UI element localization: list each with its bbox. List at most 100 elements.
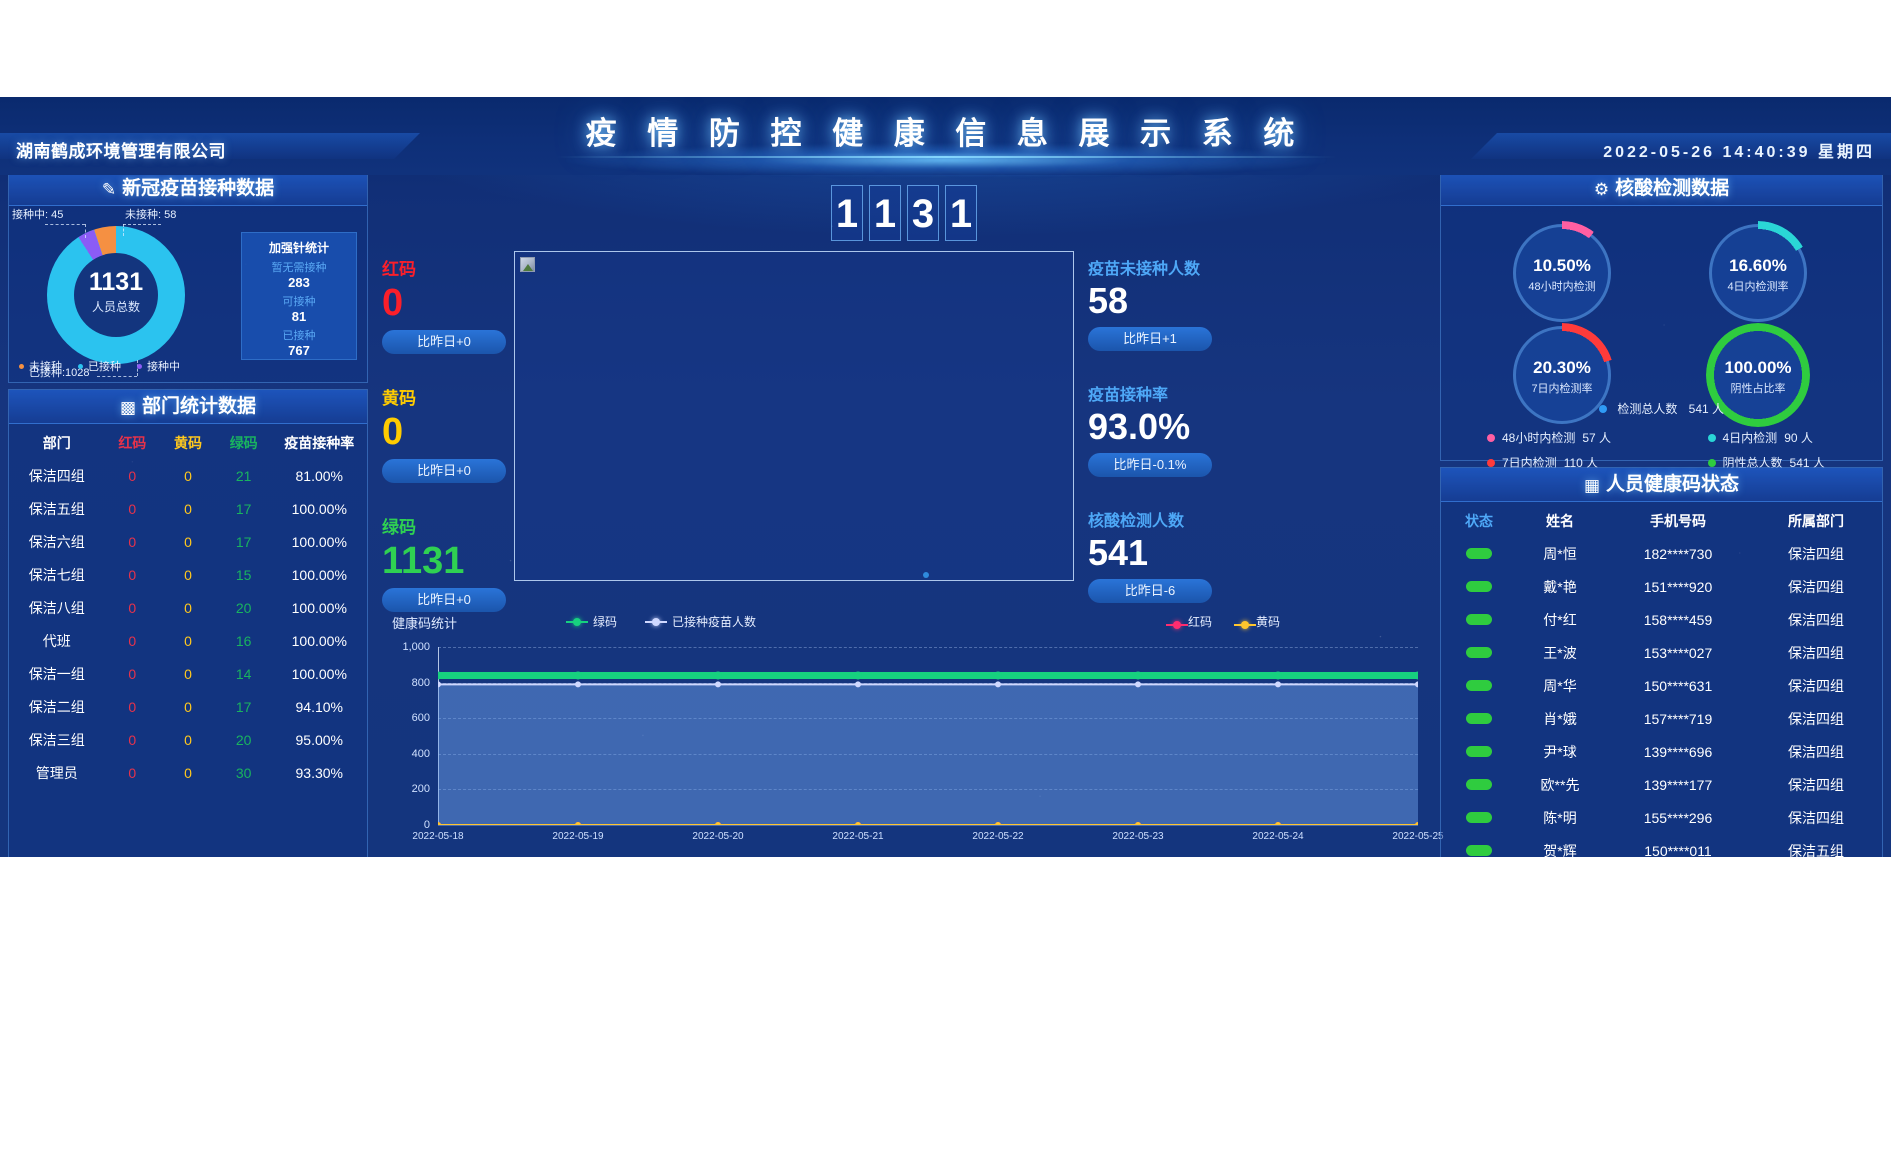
table-row[interactable]: 保洁二组 0 0 17 94.10% — [9, 690, 367, 723]
chart-y-tick-1: 200 — [411, 783, 430, 796]
table-row[interactable]: 陈*明 155****296 保洁四组 — [1441, 801, 1882, 834]
column-header-0: 部门 — [42, 434, 71, 451]
department-table: 部门 红码 黄码 绿码 疫苗接种率 保洁四组 0 0 21 81.00% 保洁五组 0 0 17 100.0… — [9, 426, 367, 789]
gauge-label-3: 阴性占比率 — [1730, 383, 1786, 395]
table-row[interactable]: 周*恒 182****730 保洁四组 — [1441, 537, 1882, 570]
column-header-2: 黄码 — [174, 434, 202, 451]
chart-series-svg — [438, 671, 1418, 825]
cell-c-red: 0 — [128, 632, 137, 649]
table-row[interactable]: 贺*辉 150****011 保洁五组 — [1441, 834, 1882, 857]
cell-c-dept: 保洁二组 — [28, 698, 85, 715]
dashboard-root: 疫 情 防 控 健 康 信 息 展 示 系 统 湖南鹤成环境管理有限公司 202… — [0, 97, 1891, 857]
booster-value-1: 81 — [291, 309, 307, 324]
header-glow-decor — [565, 143, 1326, 177]
table-row[interactable]: 王*波 153****027 保洁四组 — [1441, 636, 1882, 669]
table-row[interactable]: 保洁六组 0 0 17 100.00% — [9, 525, 367, 558]
legend-dot-total — [1598, 405, 1607, 413]
center-stat-delta-badge-0: 比昨日+1 — [1088, 327, 1212, 351]
cell-h-nm: 贺*辉 — [1543, 842, 1577, 858]
cell-c-rate: 95.00% — [295, 731, 343, 748]
table-row[interactable]: 肖*娥 157****719 保洁四组 — [1441, 702, 1882, 735]
table-row[interactable]: 管理员 0 0 30 93.30% — [9, 756, 367, 789]
chart-gridline-4 — [438, 682, 1418, 684]
table-row[interactable]: 保洁八组 0 0 20 100.00% — [9, 591, 367, 624]
chart-legend-item-1[interactable]: 已接种疫苗人数 — [645, 613, 756, 630]
cell-h-nm: 戴*艳 — [1543, 578, 1577, 595]
legend-label-vaccinated: 已接种 — [88, 361, 121, 373]
booster-value-2: 767 — [288, 343, 310, 358]
chart-legend-label-0: 绿码 — [593, 615, 618, 629]
chart-legend-marker-2 — [1166, 621, 1188, 629]
table-row[interactable]: 代班 0 0 16 100.00% — [9, 624, 367, 657]
company-name: 湖南鹤成环境管理有限公司 — [16, 142, 226, 161]
cell-h-nm: 尹*球 — [1543, 743, 1577, 760]
cell-c-grn: 21 — [235, 467, 252, 484]
table-row[interactable]: 付*红 158****459 保洁四组 — [1441, 603, 1882, 636]
cell-c-rate: 100.00% — [291, 533, 347, 550]
cell-c-grn: 20 — [235, 599, 252, 616]
table-row[interactable]: 保洁四组 0 0 21 81.00% — [9, 459, 367, 492]
cell-c-yel: 0 — [184, 764, 192, 781]
chart-x-tick-4: 2022-05-22 — [972, 831, 1024, 842]
legend-dot-in-progress — [137, 363, 142, 369]
cell-h-dp: 保洁四组 — [1788, 710, 1844, 727]
cell-c-dept: 保洁五组 — [28, 500, 85, 517]
table-row[interactable]: 保洁七组 0 0 15 100.00% — [9, 558, 367, 591]
donut-total-label: 人员总数 — [91, 300, 140, 314]
status-badge — [1466, 547, 1492, 559]
table-row[interactable]: 戴*艳 151****920 保洁四组 — [1441, 570, 1882, 603]
cell-c-yel: 0 — [184, 566, 192, 583]
video-preview-box — [514, 251, 1074, 581]
table-row[interactable]: 尹*球 139****696 保洁四组 — [1441, 735, 1882, 768]
department-stats-panel: ▩ 部门统计数据 部门 红码 黄码 绿码 疫苗接种率 保洁四组 0 0 21 81.00% 保洁五组 0… — [8, 389, 368, 857]
cell-c-dept: 保洁七组 — [28, 566, 85, 583]
cell-h-dp: 保洁四组 — [1788, 809, 1844, 826]
table-row[interactable]: 保洁五组 0 0 17 100.00% — [9, 492, 367, 525]
hc-column-header-0: 状态 — [1465, 512, 1493, 529]
department-table-header: 部门 红码 黄码 绿码 疫苗接种率 — [9, 426, 367, 459]
cell-c-yel: 0 — [184, 698, 192, 715]
center-stat-1: 疫苗接种率 93.0% 比昨日-0.1% — [1088, 381, 1248, 477]
legend-item-not-vaccinated: 未接种 — [19, 358, 62, 374]
legend-item-in-progress: 接种中 — [137, 358, 180, 374]
cell-status — [1441, 843, 1517, 858]
app-header: 疫 情 防 控 健 康 信 息 展 示 系 统 湖南鹤成环境管理有限公司 202… — [0, 97, 1891, 177]
cell-c-yel: 0 — [184, 665, 192, 682]
na-legend-item-3: 阴性总人数 541 人 — [1662, 450, 1883, 475]
cell-c-dept: 管理员 — [35, 764, 78, 781]
leader-line-3 — [123, 224, 161, 225]
chart-legend-item-3[interactable]: 黄码 — [1234, 613, 1280, 630]
cell-c-rate: 100.00% — [291, 566, 347, 583]
column-header-1: 红码 — [118, 434, 147, 451]
chart-legend-item-0[interactable]: 绿码 — [566, 613, 617, 630]
department-panel-title: ▩ 部门统计数据 — [9, 390, 367, 424]
table-row[interactable]: 保洁三组 0 0 20 95.00% — [9, 723, 367, 756]
code-stat-1: 黄码 0 比昨日+0 — [382, 384, 528, 483]
chart-gridline-5 — [438, 647, 1418, 648]
cell-c-grn: 20 — [235, 731, 252, 748]
booster-key-0: 暂无需接种 — [271, 262, 327, 274]
cell-c-yel: 0 — [184, 500, 192, 517]
legend-total-row: 检测总人数 541 人 — [1441, 400, 1882, 417]
status-badge — [1466, 844, 1492, 856]
table-row[interactable]: 周*华 150****631 保洁四组 — [1441, 669, 1882, 702]
cell-c-yel: 0 — [184, 599, 192, 616]
na-legend-dot-1 — [1707, 433, 1716, 442]
cell-c-yel: 0 — [184, 533, 192, 550]
legend-label-in-progress: 接种中 — [147, 361, 180, 373]
table-row[interactable]: 欧**先 139****177 保洁四组 — [1441, 768, 1882, 801]
hc-column-header-2: 手机号码 — [1650, 512, 1706, 529]
cell-h-nm: 周*华 — [1543, 677, 1577, 694]
donut-label-in-progress: 接种中: 45 — [12, 209, 64, 221]
cell-c-rate: 81.00% — [295, 467, 343, 484]
cell-h-dp: 保洁四组 — [1788, 677, 1844, 694]
table-row[interactable]: 保洁一组 0 0 14 100.00% — [9, 657, 367, 690]
chart-legend-item-2[interactable]: 红码 — [1166, 613, 1212, 630]
chart-legend-marker-3 — [1234, 621, 1257, 629]
code-delta-badge-0: 比昨日+0 — [382, 330, 506, 354]
gauge-value-0: 10.50% — [1533, 256, 1591, 275]
center-stat-value-1: 93.0% — [1088, 406, 1191, 447]
leader-line-4 — [123, 224, 124, 236]
legend-label-total: 检测总人数 — [1617, 402, 1678, 416]
chart-y-axis — [438, 647, 439, 825]
